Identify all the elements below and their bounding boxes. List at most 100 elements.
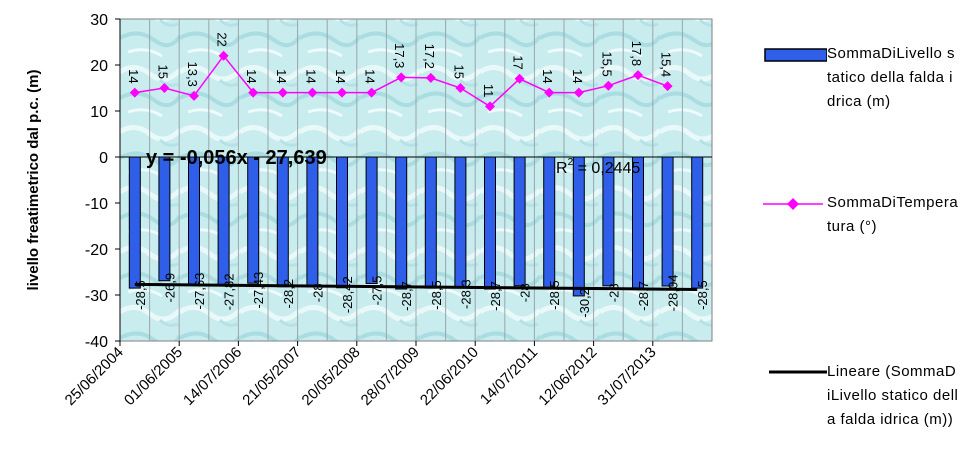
temperature-data-label: 13,3 [185,62,200,87]
temperature-point [189,90,199,101]
y-axis-title: livello freatimetrico dal p.c. (m) [25,70,42,291]
x-tick-label: 31/07/2013 [595,344,660,409]
temperature-data-label: 14 [126,69,141,83]
x-tick-label: 21/05/2007 [239,344,304,409]
x-tick-label: 28/07/2009 [358,344,423,409]
bar [158,156,171,282]
temperature-data-label: 17,8 [629,41,644,66]
bar-data-label: -27,5 [370,276,385,306]
bar-data-label: -27,63 [192,273,207,310]
temperature-point [573,87,584,98]
y-tick-label: -20 [85,242,108,259]
temperature-data-label: 17,3 [392,43,407,68]
x-tick-label: 22/06/2010 [417,344,482,409]
y-tick-label: -30 [85,288,108,305]
bar [217,156,230,286]
temperature-point [159,83,170,93]
bar [572,156,585,297]
bar-data-label: -28,7 [636,281,651,311]
temperature-point [248,87,259,98]
x-tick-label: 20/05/2008 [299,344,364,409]
temperature-data-label: 15,4 [659,52,674,77]
temperature-data-label: 17,2 [422,44,437,69]
x-tick-label: 12/06/2012 [535,344,600,409]
temperature-point [662,81,673,92]
temperature-series [129,50,673,112]
bar [276,156,289,288]
temperature-data-label: 15 [451,65,466,79]
temperature-data-label: 14 [303,69,318,83]
y-tick-label: 0 [99,150,108,167]
bar [513,156,526,287]
legend-label-level: SommaDiLivello statico della falda idric… [827,45,956,110]
bar-data-label: -26,9 [162,273,177,303]
temperature-point [218,50,229,61]
data-labels: 14 15 13,3 22 14 14 14 14 14 17,3 17,2 15 11 17 14 14 15… [126,32,710,317]
bar [188,156,200,285]
temperature-point [366,87,377,98]
r2-annotation: R2 = 0,2445 [556,157,640,177]
bar-data-label: -28,5 [547,280,562,310]
bar-data-label: -28 [518,283,533,302]
trendline [134,282,698,291]
bar-data-label: -27,43 [251,272,266,309]
temperature-data-label: 14 [274,69,289,83]
temperature-data-label: 14 [244,69,259,83]
bar [306,156,319,287]
bar-data-label: -28 [606,283,621,302]
legend-swatch-line [763,198,823,210]
bar [424,156,437,289]
bar [247,156,260,284]
legend-swatch-bar [764,48,827,62]
bar [691,156,704,289]
temperature-point [337,87,347,98]
bar [365,156,378,284]
temperature-data-label: 14 [363,69,378,83]
temperature-point [544,87,555,98]
bar [661,156,674,287]
y-tick-label: -40 [85,334,108,351]
y-tick-label: 30 [90,12,108,29]
bar-data-label: -27,82 [222,274,237,311]
bar-data-label: -28,5 [133,280,148,310]
bar-data-label: -28,5 [695,280,710,310]
bar-data-label: -28,04 [666,275,681,312]
legend-label-temperature: SommaDiTemperatura (°) [827,194,959,235]
temperature-data-label: 14 [333,69,348,83]
temperature-point [633,70,643,81]
bar-data-label: -28,3 [458,279,473,309]
bar-data-label: -28,7 [399,281,414,311]
x-tick-label: 14/07/2011 [477,344,541,408]
y-tick-label: 10 [90,104,108,121]
legend-swatch-trendline [769,370,827,374]
temperature-point [129,87,140,98]
bar-data-label: -30,2 [577,288,592,318]
x-tick-label: 01/06/2005 [121,344,186,409]
bar-data-label: -28,7 [488,281,503,311]
temperature-point [603,80,614,91]
temperature-point [396,72,407,83]
temperature-data-label: 14 [540,69,555,83]
bar-data-label: -28,2 [281,279,296,309]
y-tick-label: -10 [85,196,108,213]
x-tick-label: 14/07/2006 [180,344,245,409]
bar [484,156,496,290]
temperature-point [425,72,436,83]
trendline-series [134,282,698,291]
bar-data-label: -28,42 [340,276,355,313]
legend-label-trend: Lineare (SommaDiLivello statico della fa… [827,363,959,428]
bar [395,156,408,290]
temperature-point [514,73,525,84]
temperature-point [307,87,318,98]
temperature-data-label: 15 [155,65,170,79]
temperature-point [455,83,466,93]
temperature-data-label: 11 [481,84,496,98]
y-tick-label: 20 [90,58,108,75]
bar [454,156,467,288]
equation-annotation: y = -0,056x - 27,639 [146,147,327,169]
temperature-point [277,87,288,98]
bar-data-label: -28 [310,283,325,302]
temperature-data-label: 14 [570,69,585,83]
temperature-data-label: 15,5 [599,51,614,76]
x-tick-label: 25/06/2004 [62,344,127,409]
